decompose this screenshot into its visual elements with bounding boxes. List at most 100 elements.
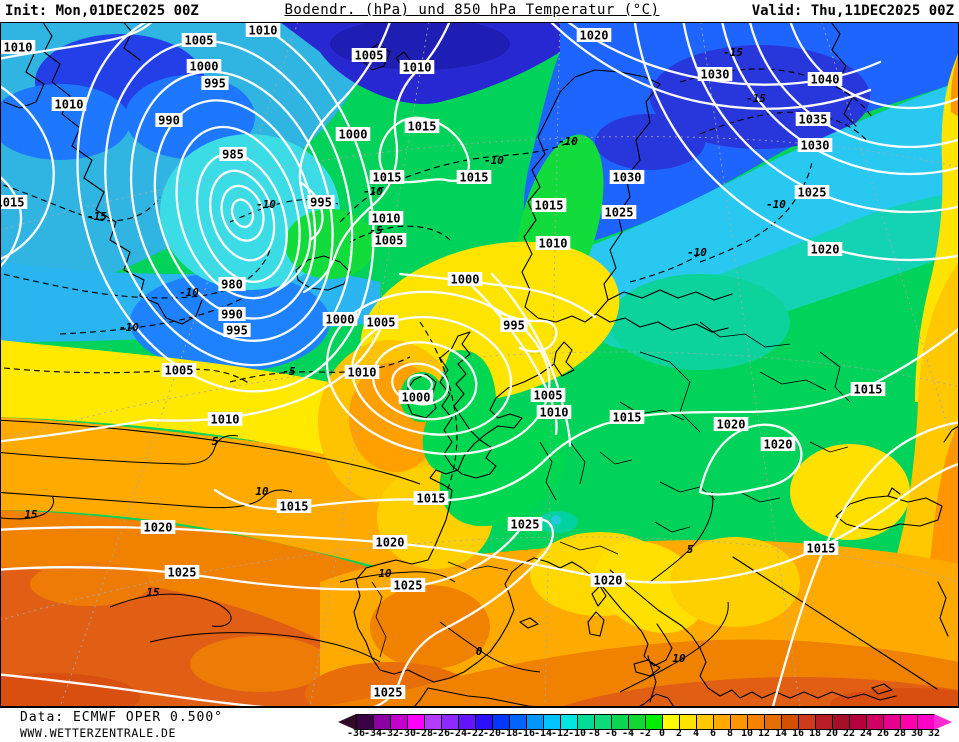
pressure-label: 1005 — [351, 48, 387, 63]
pressure-label: 990 — [218, 307, 246, 322]
svg-text:1015: 1015 — [613, 411, 642, 425]
colorbar-tick: -14 — [533, 728, 553, 739]
svg-text:1025: 1025 — [394, 579, 423, 593]
pressure-label: 1025 — [390, 578, 426, 593]
pressure-label: 1010 — [0, 40, 36, 55]
temp-contours-positive — [0, 419, 729, 693]
pressure-label: 1010 — [399, 60, 435, 75]
pressure-label: 1015 — [456, 170, 492, 185]
pressure-label: 1015 — [0, 195, 28, 210]
svg-text:1025: 1025 — [798, 186, 827, 200]
colorbar-cell — [697, 715, 714, 729]
data-source-label: Data: ECMWF OPER 0.500° — [20, 710, 224, 725]
temperature-label: 15 — [146, 586, 160, 599]
pressure-label: 995 — [500, 318, 528, 333]
svg-text:995: 995 — [204, 77, 226, 91]
svg-text:1015: 1015 — [460, 171, 489, 185]
svg-text:1010: 1010 — [4, 41, 33, 55]
colorbar-tick: -32 — [380, 728, 400, 739]
temperature-label: 0 — [476, 645, 483, 658]
colorbar-cell — [867, 715, 884, 729]
colorbar-tick: -2 — [638, 728, 652, 739]
colorbar-cell — [629, 715, 646, 729]
svg-text:1000: 1000 — [402, 391, 431, 405]
pressure-label: 1015 — [276, 499, 312, 514]
pressure-label: 1005 — [181, 33, 217, 48]
pressure-label: 1025 — [507, 517, 543, 532]
colorbar-tick: 6 — [709, 728, 717, 739]
pressure-label: 1035 — [795, 112, 831, 127]
svg-text:1010: 1010 — [348, 366, 377, 380]
svg-text:1005: 1005 — [367, 316, 396, 330]
temperature-label: -10 — [179, 286, 199, 299]
colorbar-cell — [374, 715, 391, 729]
temperature-fill-layer — [0, 18, 959, 726]
svg-text:980: 980 — [221, 278, 243, 292]
svg-text:1020: 1020 — [717, 418, 746, 432]
pressure-label: 1010 — [368, 211, 404, 226]
svg-text:1010: 1010 — [249, 24, 278, 38]
temperature-label: -15 — [723, 46, 743, 59]
colorbar-cell — [595, 715, 612, 729]
colorbar-tick: 16 — [791, 728, 805, 739]
svg-text:1010: 1010 — [55, 98, 84, 112]
colorbar-tick: 22 — [842, 728, 856, 739]
colorbar-cell — [731, 715, 748, 729]
colorbar-tick: 0 — [658, 728, 666, 739]
colorbar-cell — [544, 715, 561, 729]
pressure-label: 1015 — [369, 170, 405, 185]
colorbar-tick: -16 — [516, 728, 536, 739]
pressure-label: 990 — [155, 113, 183, 128]
colorbar-tick: 14 — [774, 728, 788, 739]
colorbar-tick: 26 — [876, 728, 890, 739]
pressure-label: 1030 — [609, 170, 645, 185]
svg-text:1035: 1035 — [799, 113, 828, 127]
pressure-label: 1020 — [140, 520, 176, 535]
pressure-label: 1020 — [372, 535, 408, 550]
temp-labels-layer: -15-10-10-10-55101515-10-10-10-5-15-15-1… — [24, 46, 786, 665]
svg-text:995: 995 — [503, 319, 525, 333]
pressure-label: 1025 — [370, 685, 406, 700]
colorbar-cell — [527, 715, 544, 729]
pressure-label: 1020 — [576, 28, 612, 43]
pressure-label: 1040 — [807, 72, 843, 87]
svg-text:1030: 1030 — [613, 171, 642, 185]
pressure-label: 980 — [218, 277, 246, 292]
svg-text:1015: 1015 — [280, 500, 309, 514]
colorbar-tick: -28 — [414, 728, 434, 739]
temperature-label: 15 — [24, 508, 38, 521]
svg-text:1000: 1000 — [339, 128, 368, 142]
svg-text:985: 985 — [222, 148, 244, 162]
pressure-label: 1010 — [344, 365, 380, 380]
pressure-label: 1005 — [363, 315, 399, 330]
svg-text:1005: 1005 — [165, 364, 194, 378]
colorbar-cell — [391, 715, 408, 729]
svg-text:1025: 1025 — [374, 686, 403, 700]
pressure-labels-layer: 1010 1005 1010 1000 995 1010 990 985 1015 980 990 9… — [0, 23, 886, 700]
pressure-label: 1000 — [186, 59, 222, 74]
svg-text:1015: 1015 — [0, 196, 24, 210]
pressure-label: 1000 — [322, 312, 358, 327]
colorbar-cells — [356, 714, 935, 730]
colorbar-tick: 18 — [808, 728, 822, 739]
website-label: WWW.WETTERZENTRALE.DE — [20, 726, 176, 740]
colorbar-tick: -18 — [499, 728, 519, 739]
svg-text:1025: 1025 — [605, 206, 634, 220]
pressure-label: 995 — [307, 195, 335, 210]
pressure-label: 1015 — [413, 491, 449, 506]
svg-text:1005: 1005 — [185, 34, 214, 48]
colorbar-cell — [782, 715, 799, 729]
header-bar: Init: Mon,01DEC2025 00Z Bodendr. (hPa) u… — [0, 0, 959, 22]
pressure-label: 1020 — [807, 242, 843, 257]
svg-text:990: 990 — [158, 114, 180, 128]
colorbar-tick: -20 — [482, 728, 502, 739]
colorbar-cell — [850, 715, 867, 729]
pressure-label: 1010 — [536, 405, 572, 420]
pressure-label: 1025 — [164, 565, 200, 580]
svg-text:1040: 1040 — [811, 73, 840, 87]
pressure-label: 1015 — [850, 382, 886, 397]
colorbar-tick: 12 — [757, 728, 771, 739]
init-time-label: Init: Mon,01DEC2025 00Z — [5, 3, 199, 19]
valid-time-label: Valid: Thu,11DEC2025 00Z — [751, 3, 954, 19]
